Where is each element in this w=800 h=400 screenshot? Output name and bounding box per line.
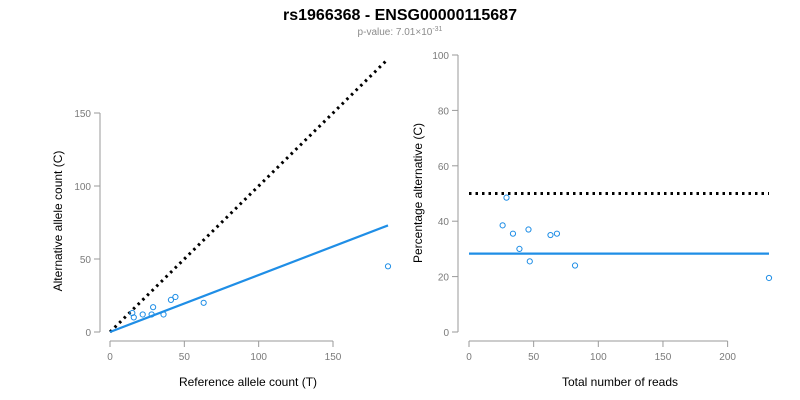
right-plot-data-point xyxy=(499,222,506,229)
right-plot-y-tick-label: 0 xyxy=(443,328,449,339)
left-plot-data-point xyxy=(139,311,146,318)
right-plot-y-tick-label: 20 xyxy=(438,273,450,284)
right-plot-y-tick-label: 100 xyxy=(432,51,449,62)
left-plot-x-tick-label: 150 xyxy=(325,352,342,363)
right-plot-data-point xyxy=(525,226,532,233)
left-plot-data-point xyxy=(160,311,167,318)
right-plot-data-point xyxy=(509,230,517,237)
left-plot-y-axis-label: Alternative allele count (C) xyxy=(51,151,65,292)
right-plot: Total number of reads Percentage alterna… xyxy=(411,51,773,389)
right-plot-data-point xyxy=(765,274,773,282)
right-plot-y-tick-label: 80 xyxy=(438,106,450,117)
left-plot-y-tick-label: 50 xyxy=(80,255,92,266)
right-plot-x-tick-label: 100 xyxy=(590,352,607,363)
left-plot-fit-line xyxy=(109,224,389,334)
right-plot-data-point xyxy=(553,230,561,237)
right-plot-x-tick-label: 200 xyxy=(719,352,736,363)
left-plot-data-point xyxy=(148,311,155,318)
right-plot-data-point xyxy=(547,231,554,239)
left-plot-data-point xyxy=(150,304,157,311)
right-plot-data-point xyxy=(516,245,523,252)
right-plot-y-tick-label: 40 xyxy=(438,217,450,228)
left-plot-data-point xyxy=(130,314,137,321)
left-plot-x-tick-label: 0 xyxy=(107,352,113,363)
right-plot-data-point xyxy=(571,262,579,269)
left-plot-data-point xyxy=(172,293,179,301)
left-plot-y-tick-label: 0 xyxy=(85,328,91,339)
right-plot-y-axis-label: Percentage alternative (C) xyxy=(411,123,425,263)
p-value-exponent: -31 xyxy=(432,26,442,33)
left-plot-data-point xyxy=(200,299,207,306)
left-plot-data-point xyxy=(384,263,392,270)
right-plot-y-tick-label: 60 xyxy=(438,162,450,173)
p-value-subtitle: p-value: 7.01×10-31 xyxy=(358,26,443,38)
left-plot-x-tick-label: 100 xyxy=(250,352,267,363)
left-plot-y-tick-label: 100 xyxy=(74,182,91,193)
left-plot-x-tick-label: 50 xyxy=(179,352,191,363)
left-plot-y-tick-label: 150 xyxy=(74,109,91,120)
right-plot-data-point xyxy=(503,194,510,201)
left-plot: Reference allele count (T) Alternative a… xyxy=(51,57,392,389)
left-plot-data-point xyxy=(167,296,175,303)
p-value-text: p-value: 7.01×10 xyxy=(358,27,433,38)
right-plot-x-axis-label: Total number of reads xyxy=(562,375,678,389)
left-plot-x-axis-label: Reference allele count (T) xyxy=(179,375,317,389)
left-plot-reference-line xyxy=(108,57,390,334)
right-plot-data-point xyxy=(526,258,533,265)
chart-title: rs1966368 - ENSG00000115687 xyxy=(283,7,517,24)
right-plot-x-tick-label: 50 xyxy=(528,352,540,363)
right-plot-x-tick-label: 0 xyxy=(466,352,472,363)
right-plot-x-tick-label: 150 xyxy=(655,352,672,363)
